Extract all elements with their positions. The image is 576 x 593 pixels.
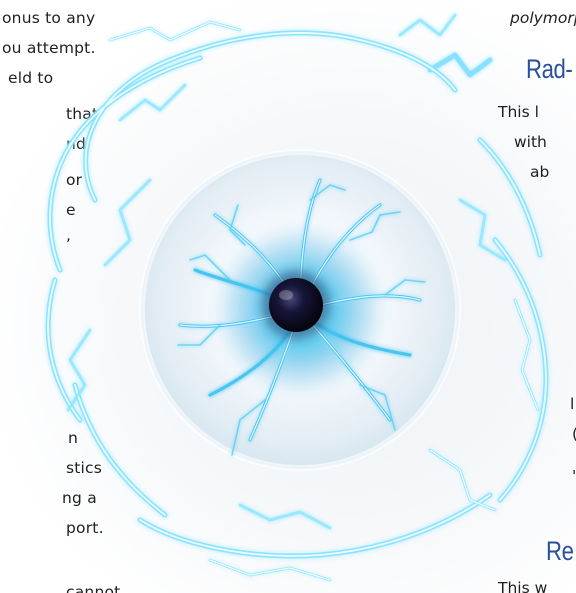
orb xyxy=(139,149,461,471)
left-line-13: cannot xyxy=(66,583,121,593)
left-line-7: e xyxy=(66,201,76,219)
left-text-column: onus to any ou attempt. eld to that nd o… xyxy=(0,0,140,593)
left-line-6: or xyxy=(66,171,83,189)
section-heading-re: Re xyxy=(546,536,574,566)
right-fragment-1: l xyxy=(570,395,575,413)
left-line-12: port. xyxy=(66,519,104,537)
right-fragment-2: ( xyxy=(572,424,576,444)
right-text-column: polymorp Rad- This l with ab l ( ' Re Th… xyxy=(480,0,576,593)
top-italic-text: polymorp xyxy=(510,9,576,27)
left-line-2: ou attempt. xyxy=(2,39,96,57)
right-line-1: This l xyxy=(498,103,539,121)
right-fragment-3: ' xyxy=(572,467,576,485)
left-line-3: eld to xyxy=(8,69,54,87)
section-heading-rad: Rad- xyxy=(526,54,573,84)
right-bottom-line: This w xyxy=(498,579,548,593)
right-line-2: with xyxy=(514,133,547,151)
left-line-1: onus to any xyxy=(2,9,96,27)
left-line-10: stics xyxy=(66,459,103,477)
left-line-8: , xyxy=(66,226,72,244)
right-line-3: ab xyxy=(530,163,550,181)
left-line-9: n xyxy=(68,429,79,447)
left-line-11: ng a xyxy=(62,489,97,507)
vortex-lightning xyxy=(45,13,549,582)
